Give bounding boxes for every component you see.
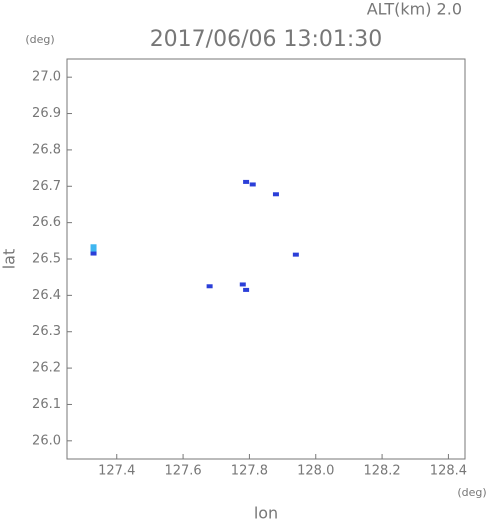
- y-tick-label: 26.1: [32, 397, 61, 412]
- chart-subtitle: ALT(km) 2.0: [367, 0, 462, 19]
- y-tick-label: 26.5: [32, 252, 61, 267]
- y-tick-label: 26.0: [32, 433, 61, 448]
- y-tick-label: 26.3: [32, 324, 61, 339]
- x-tick-label: 127.8: [231, 464, 268, 479]
- y-tick-label: 26.6: [32, 215, 61, 230]
- echo-point: [206, 284, 213, 289]
- echo-point: [243, 287, 250, 292]
- y-unit: (deg): [25, 33, 54, 46]
- echo-point: [90, 247, 97, 252]
- y-tick-label: 26.8: [32, 142, 61, 157]
- echo-point: [90, 251, 97, 256]
- y-tick-label: 26.2: [32, 361, 61, 376]
- y-tick-label: 27.0: [32, 70, 61, 85]
- echo-point: [249, 182, 256, 187]
- echo-point: [90, 244, 97, 249]
- echo-point: [243, 179, 250, 184]
- y-tick-label: 26.4: [32, 288, 61, 303]
- plot-frame: [66, 58, 466, 460]
- echo-point: [272, 192, 279, 197]
- x-axis-label: lon: [254, 504, 278, 521]
- echo-point: [292, 252, 299, 257]
- x-tick-label: 128.4: [430, 464, 467, 479]
- x-tick-label: 127.4: [98, 464, 135, 479]
- x-tick-label: 128.0: [297, 464, 334, 479]
- x-unit: (deg): [457, 486, 486, 499]
- y-tick-label: 26.7: [32, 179, 61, 194]
- x-tick-label: 127.6: [164, 464, 201, 479]
- y-tick-label: 26.9: [32, 106, 61, 121]
- y-axis-label: lat: [0, 249, 19, 270]
- chart-title: 2017/06/06 13:01:30: [150, 27, 383, 52]
- x-tick-label: 128.2: [363, 464, 400, 479]
- echo-point: [239, 282, 246, 287]
